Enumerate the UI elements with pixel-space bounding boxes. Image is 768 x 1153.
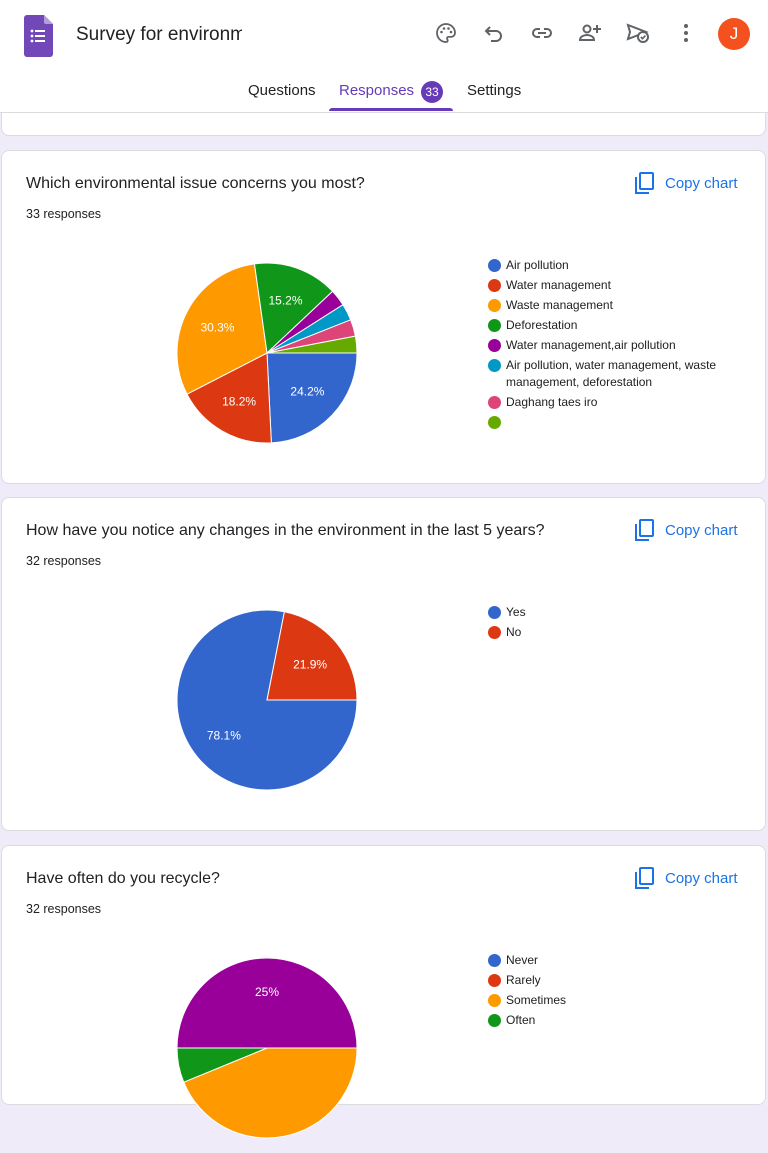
legend-swatch — [488, 974, 501, 987]
avatar[interactable]: J — [718, 18, 750, 50]
legend-item: Water management,air pollution — [488, 337, 738, 354]
pie-slice[interactable] — [186, 352, 272, 444]
pie-slice[interactable] — [176, 957, 358, 1049]
pie-slice[interactable] — [266, 335, 358, 354]
copy-chart-button[interactable]: Copy chart — [634, 171, 738, 195]
legend-label: Sometimes — [506, 993, 567, 1007]
slice-label: 18.2% — [222, 394, 256, 408]
legend-item: Water management — [488, 277, 738, 294]
legend-label: Yes — [506, 605, 526, 619]
legend-swatch — [488, 626, 501, 639]
legend-item: Daghang taes iro — [488, 394, 738, 411]
tab-responses[interactable]: Responses — [339, 82, 415, 99]
copy-chart-label: Copy chart — [665, 174, 738, 192]
legend-swatch — [488, 259, 501, 272]
question-card-3: Have often do you recycle? 32 responses … — [1, 845, 766, 1139]
tab-bar: Questions Responses 33 Settings — [0, 81, 768, 112]
pie-slice[interactable] — [266, 352, 358, 444]
question-title: How have you notice any changes in the e… — [26, 522, 545, 539]
legend-item: Sometimes — [488, 992, 738, 1009]
copy-chart-button[interactable]: Copy chart — [634, 866, 738, 890]
chart-legend: Never Rarely Sometimes Often — [488, 952, 738, 1032]
question-card-2: How have you notice any changes in the e… — [1, 497, 766, 831]
responses-count-badge: 33 — [421, 81, 443, 103]
response-count: 32 responses — [26, 554, 102, 568]
legend-swatch — [488, 954, 501, 967]
legend-label: Rarely — [506, 973, 541, 987]
response-count: 33 responses — [26, 207, 102, 221]
slice-label: 15.2% — [268, 293, 302, 307]
legend-label: Air pollution — [506, 258, 569, 272]
legend-label: Air pollution, water management, waste m… — [506, 358, 717, 389]
question-title: Which environmental issue concerns you m… — [26, 175, 365, 192]
legend-label: No — [506, 625, 522, 639]
legend-label: Waste management — [506, 298, 613, 312]
tab-settings[interactable]: Settings — [467, 82, 522, 99]
pie-slice[interactable] — [176, 263, 268, 395]
legend-label: Never — [506, 953, 539, 967]
active-tab-indicator — [329, 108, 453, 111]
legend-item: Yes — [488, 604, 738, 621]
pie-slice[interactable] — [266, 611, 358, 701]
copy-chart-label: Copy chart — [665, 521, 738, 539]
legend-item: No — [488, 624, 738, 641]
legend-item: Often — [488, 1012, 738, 1029]
legend-item: Air pollution — [488, 257, 738, 274]
link-icon[interactable] — [529, 20, 555, 46]
tab-questions[interactable]: Questions — [248, 82, 316, 99]
legend-swatch — [488, 299, 501, 312]
legend-item: Deforestation — [488, 317, 738, 334]
more-vert-icon[interactable] — [673, 20, 699, 46]
pie-chart: 24.2% 18.2% 30.3% 15.2% — [176, 262, 358, 444]
legend-swatch — [488, 359, 501, 372]
top-bar: Survey for environm J Questions Response… — [0, 0, 768, 113]
slice-label: 21.9% — [293, 658, 327, 672]
undo-icon[interactable] — [481, 20, 507, 46]
slice-label: 24.2% — [290, 384, 324, 398]
send-icon[interactable] — [625, 20, 651, 46]
slice-label: 78.1% — [207, 728, 241, 742]
copy-chart-button[interactable]: Copy chart — [634, 518, 738, 542]
legend-swatch — [488, 319, 501, 332]
legend-swatch — [488, 1014, 501, 1027]
legend-item: Never — [488, 952, 738, 969]
copy-icon — [635, 519, 654, 541]
add-collaborator-icon[interactable] — [577, 20, 603, 46]
chart-legend: Yes No — [488, 604, 738, 644]
legend-label: Water management — [506, 278, 611, 292]
pie-chart: 78.1% 21.9% — [176, 609, 358, 791]
question-title: Have often do you recycle? — [26, 870, 220, 887]
copy-icon — [635, 172, 654, 194]
copy-icon — [635, 867, 654, 889]
legend-item: Rarely — [488, 972, 738, 989]
pie-slice[interactable] — [253, 262, 334, 355]
form-title[interactable]: Survey for environm — [76, 24, 242, 45]
legend-label: Deforestation — [506, 318, 578, 332]
legend-swatch — [488, 606, 501, 619]
legend-item — [488, 414, 738, 429]
slice-label: 25% — [255, 985, 279, 999]
palette-icon[interactable] — [433, 20, 459, 46]
legend-item: Waste management — [488, 297, 738, 314]
legend-swatch — [488, 994, 501, 1007]
response-count: 32 responses — [26, 902, 102, 916]
legend-swatch — [488, 396, 501, 409]
copy-chart-label: Copy chart — [665, 869, 738, 887]
legend-swatch — [488, 279, 501, 292]
legend-swatch — [488, 339, 501, 352]
legend-label: Water management,air pollution — [506, 338, 676, 352]
legend-swatch — [488, 416, 501, 429]
legend-label: Daghang taes iro — [506, 395, 598, 409]
slice-label: 30.3% — [200, 320, 234, 334]
pie-chart: 25% — [176, 957, 358, 1139]
legend-item: Air pollution, water management, waste m… — [488, 357, 738, 391]
chart-legend: Air pollution Water management Waste manag… — [488, 257, 738, 432]
question-card-1: Which environmental issue concerns you m… — [1, 150, 766, 484]
legend-label: Often — [506, 1013, 536, 1027]
forms-logo-icon[interactable] — [24, 15, 53, 57]
